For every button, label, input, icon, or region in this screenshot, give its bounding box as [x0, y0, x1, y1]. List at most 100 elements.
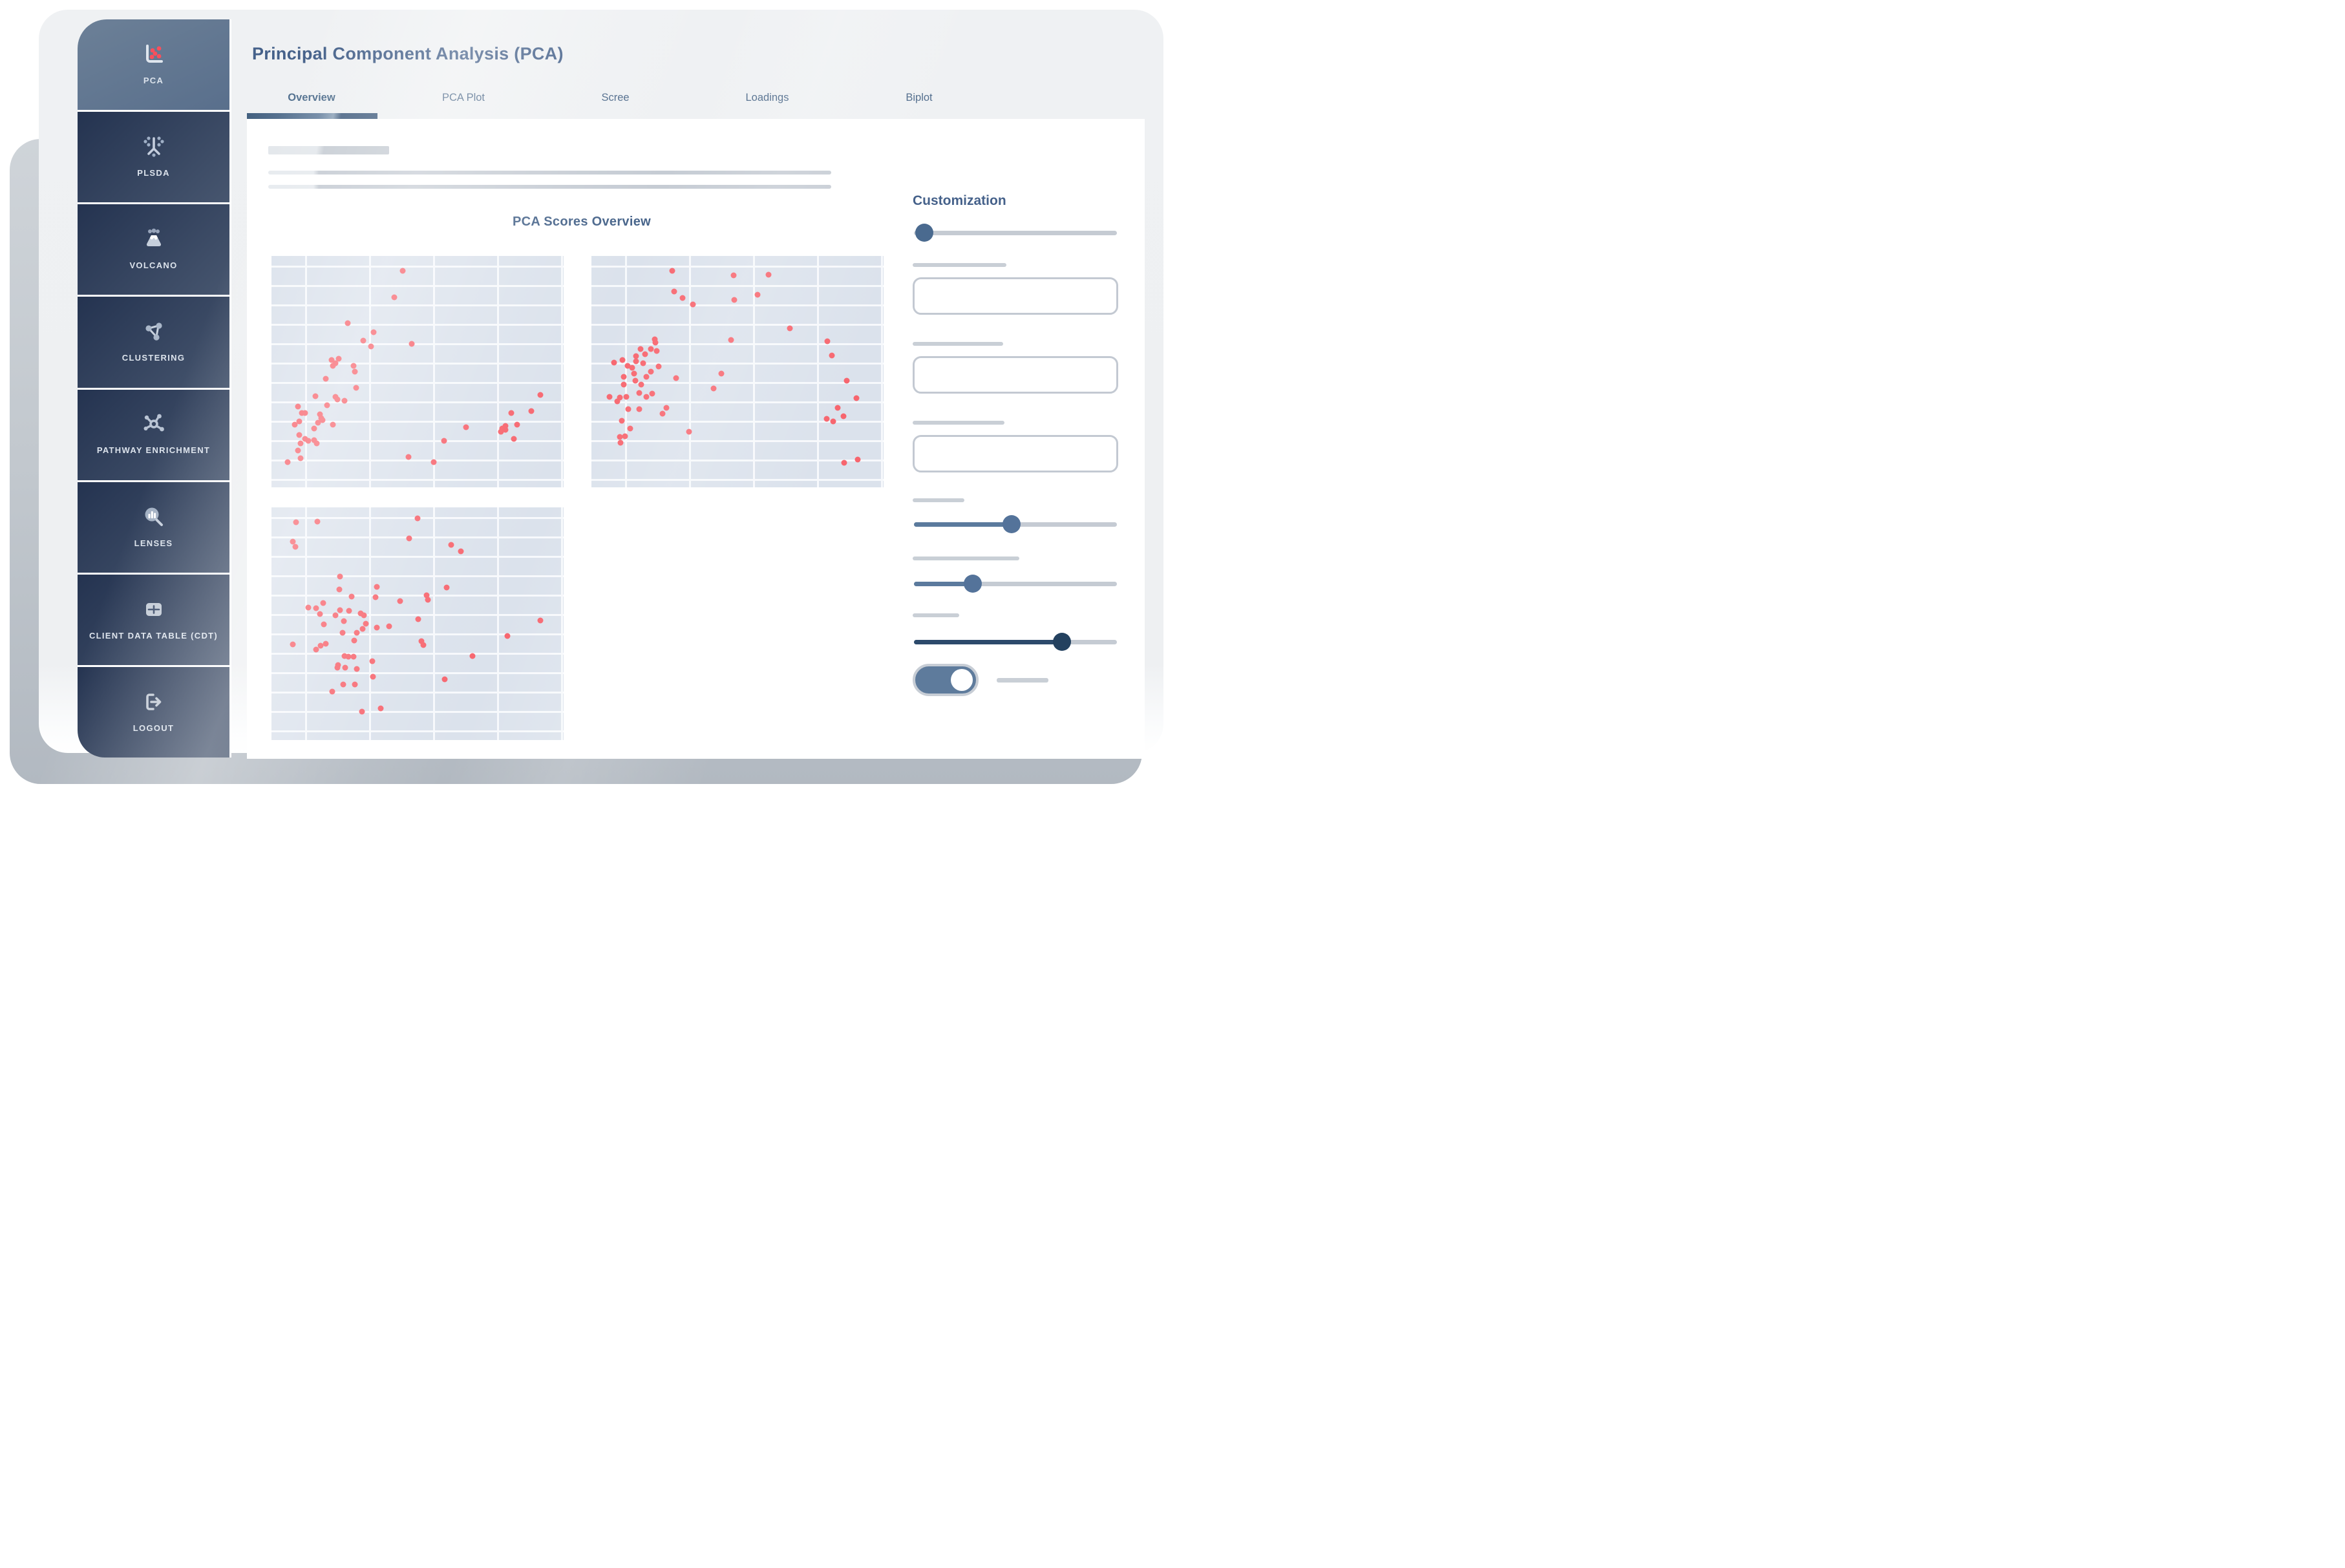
data-point	[337, 573, 343, 580]
table-icon	[142, 598, 165, 624]
data-point	[295, 403, 301, 410]
data-point	[374, 624, 380, 631]
sidebar-item-volcano[interactable]: VOLCANO	[78, 204, 229, 295]
data-point	[537, 617, 544, 624]
data-point	[710, 385, 717, 392]
slider-handle[interactable]	[964, 575, 982, 593]
data-point	[340, 681, 346, 688]
slider-track[interactable]	[914, 231, 1117, 235]
data-point	[330, 421, 336, 428]
sidebar-item-lenses[interactable]: LENSES	[78, 482, 229, 573]
data-point	[508, 410, 515, 416]
data-point	[441, 676, 448, 683]
data-point	[296, 418, 302, 425]
tab-overview[interactable]: Overview	[288, 92, 335, 103]
app-window: Principal Component Analysis (PCA) Overv…	[39, 10, 1163, 759]
data-point	[731, 297, 737, 303]
data-point	[606, 394, 613, 400]
slider-handle[interactable]	[915, 224, 933, 242]
data-point	[292, 544, 299, 550]
data-point	[463, 424, 469, 430]
data-point	[348, 593, 355, 600]
sidebar-item-label: CLIENT DATA TABLE (CDT)	[89, 630, 218, 641]
data-point	[361, 612, 367, 619]
data-point	[611, 359, 617, 366]
data-point	[324, 402, 330, 408]
sidebar-item-pca[interactable]: PCA	[78, 19, 229, 111]
data-point	[498, 429, 504, 435]
data-point	[409, 341, 415, 347]
data-point	[625, 406, 631, 412]
sidebar-item-clustering[interactable]: CLUSTERING	[78, 297, 229, 388]
data-point	[350, 363, 357, 369]
data-point	[621, 374, 627, 380]
data-point	[640, 360, 646, 366]
data-point	[619, 357, 626, 363]
data-point	[754, 291, 761, 298]
slider-handle[interactable]	[1002, 515, 1021, 533]
data-point	[313, 646, 319, 653]
data-point	[296, 432, 302, 438]
data-point	[359, 708, 365, 715]
tab-loadings[interactable]: Loadings	[745, 92, 789, 103]
slider-opacity[interactable]	[914, 515, 1117, 533]
slider-label-size[interactable]	[914, 575, 1117, 593]
slider-track[interactable]	[914, 582, 1117, 586]
data-point	[293, 519, 299, 525]
data-point	[652, 336, 658, 343]
data-point	[345, 320, 351, 326]
content-panel: PCA Scores Overview Customization	[247, 119, 1145, 759]
sidebar-item-pathway-enrichment[interactable]: PATHWAY ENRICHMENT	[78, 389, 229, 480]
sidebar-item-client-data-table[interactable]: CLIENT DATA TABLE (CDT)	[78, 574, 229, 665]
data-point	[295, 447, 301, 454]
data-point	[321, 621, 327, 628]
data-point	[292, 421, 298, 428]
data-point	[649, 390, 655, 397]
data-point	[824, 338, 831, 344]
toggle-knob[interactable]	[951, 669, 973, 691]
network-hub-icon	[142, 412, 165, 439]
slider-label-placeholder	[913, 498, 964, 502]
slider-handle[interactable]	[1053, 633, 1072, 651]
tab-pca-plot[interactable]: PCA Plot	[441, 92, 485, 103]
data-point	[339, 630, 346, 636]
data-point	[302, 410, 308, 416]
data-point	[330, 363, 336, 369]
customization-panel: Customization	[913, 193, 1121, 710]
data-point	[511, 436, 517, 442]
branch-icon	[142, 135, 165, 162]
slider-point-size[interactable]	[914, 224, 1117, 242]
data-point	[679, 295, 686, 301]
toggle-label-placeholder	[997, 678, 1048, 683]
data-point	[345, 653, 352, 660]
tab-biplot[interactable]: Biplot	[906, 92, 933, 103]
data-point	[415, 616, 421, 622]
data-point	[636, 390, 642, 396]
display-toggle[interactable]	[913, 664, 979, 696]
tab-scree[interactable]: Scree	[601, 92, 630, 103]
data-point	[315, 419, 321, 426]
data-point	[614, 398, 621, 405]
data-point	[335, 355, 342, 362]
text-input-1[interactable]	[913, 277, 1118, 315]
data-point	[341, 653, 348, 659]
data-point	[341, 618, 347, 624]
data-point	[632, 377, 639, 384]
data-point	[633, 353, 639, 359]
data-point	[648, 368, 654, 375]
text-input-3[interactable]	[913, 435, 1118, 472]
data-point	[448, 542, 454, 548]
data-point	[323, 641, 329, 647]
slider-zoom[interactable]	[914, 633, 1117, 651]
data-point	[386, 623, 392, 630]
data-point	[441, 438, 447, 444]
sidebar-item-label: CLUSTERING	[122, 353, 186, 363]
data-point	[636, 406, 642, 412]
data-point	[336, 586, 343, 593]
data-point	[624, 363, 631, 369]
data-point	[514, 421, 520, 428]
sidebar-item-logout[interactable]: LOGOUT	[78, 666, 229, 758]
text-input-2[interactable]	[913, 356, 1118, 394]
sidebar-item-plsda[interactable]: PLSDA	[78, 112, 229, 203]
data-point	[297, 455, 304, 461]
